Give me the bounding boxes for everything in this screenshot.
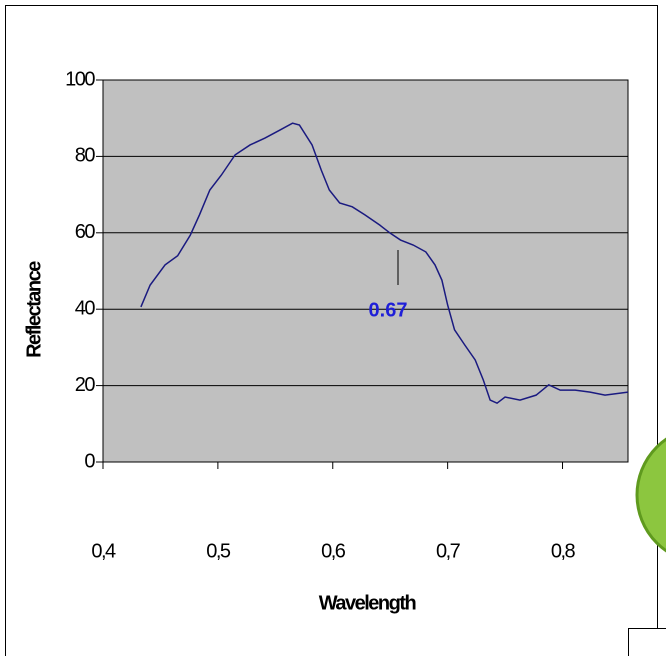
y-tick-label: 0 [84,450,95,472]
y-tick-label: 20 [75,374,96,396]
annotation: 0.67 [369,299,408,321]
plot-area [103,80,628,462]
data-line [140,122,629,405]
decoration-circle [635,437,666,553]
x-tick-label: 0,5 [206,540,231,562]
y-tick-label: 40 [75,297,96,319]
y-tick-label: 80 [75,145,96,167]
y-axis-label: Reflectance [23,261,45,358]
x-tick-label: 0,7 [436,540,461,562]
x-tick-label: 0,4 [91,540,116,562]
y-tick-label: 100 [65,68,95,90]
y-tick-label: 60 [75,221,96,243]
plot: 0 20 40 60 80 100 0,4 0,5 0,6 0,7 0,8 0.67 [65,68,629,562]
decoration-box [628,628,666,656]
plot-border [102,79,629,463]
x-tick-label: 0,6 [321,540,346,562]
x-tick-label: 0,8 [551,540,576,562]
x-axis-label: Wavelength [319,592,416,614]
